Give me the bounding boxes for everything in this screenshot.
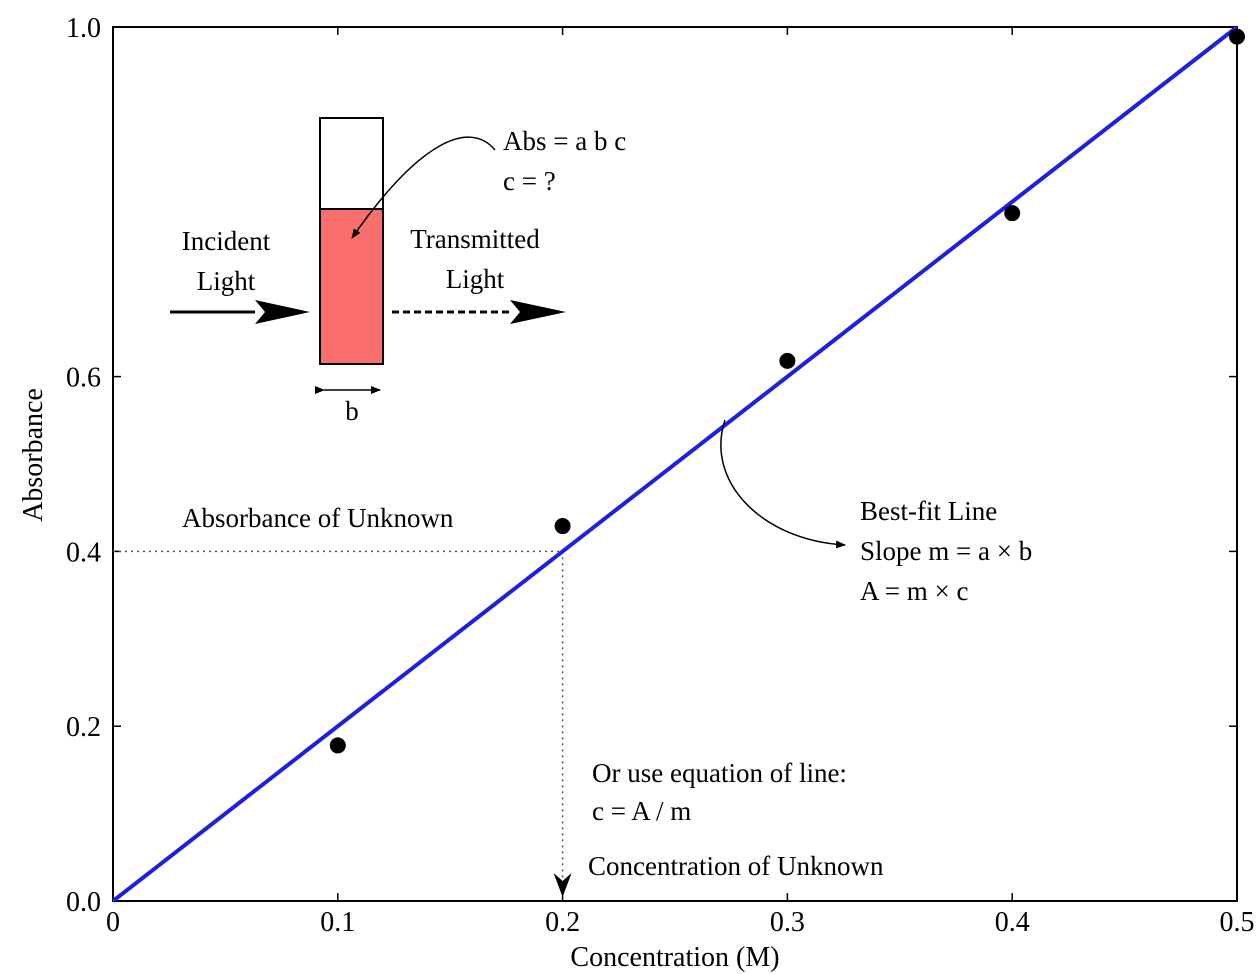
annotation: Abs = a b c bbox=[503, 126, 626, 156]
cuvette-solution bbox=[321, 209, 382, 363]
annotation: Concentration of Unknown bbox=[588, 851, 884, 881]
y-tick-label: 0.2 bbox=[66, 712, 101, 743]
x-tick-label: 0.1 bbox=[320, 907, 355, 938]
x-tick-label: 0.3 bbox=[770, 907, 805, 938]
annotation: b bbox=[345, 396, 359, 426]
guide-arrowhead bbox=[553, 873, 572, 897]
annotation: c = A / m bbox=[592, 796, 691, 826]
best-fit-line bbox=[111, 25, 1239, 903]
abs-arrow bbox=[351, 136, 496, 239]
x-axis-label: Concentration (M) bbox=[570, 942, 779, 973]
data-point bbox=[1229, 28, 1245, 45]
annotation: Or use equation of line: bbox=[592, 758, 847, 788]
data-point bbox=[329, 737, 346, 754]
y-tick-label: 0.0 bbox=[66, 887, 101, 918]
annotation: c = ? bbox=[503, 166, 556, 196]
annotation: Incident bbox=[182, 226, 271, 256]
y-tick-label: 0.6 bbox=[66, 363, 101, 394]
y-axis-label: Absorbance bbox=[18, 388, 49, 522]
annotation: Light bbox=[446, 264, 505, 294]
annotation: Slope m = a × b bbox=[860, 536, 1032, 566]
data-point bbox=[1004, 205, 1021, 222]
transmitted-arrowhead bbox=[510, 300, 566, 324]
x-tick-label: 0.2 bbox=[545, 907, 580, 938]
plot-frame bbox=[112, 26, 1238, 902]
incident-arrowhead bbox=[255, 300, 310, 324]
annotation: Transmitted bbox=[410, 224, 540, 254]
annotation: Best-fit Line bbox=[860, 496, 997, 526]
x-tick-label: 0 bbox=[106, 907, 120, 938]
x-tick-label: 0.5 bbox=[1220, 907, 1255, 938]
data-point bbox=[554, 518, 571, 535]
plot-area: 0.0 0.2 0.4 0.6 1.0 0 0.1 0.2 0.3 0.4 0.5 bbox=[66, 13, 1255, 938]
data-point bbox=[779, 352, 796, 369]
annotation: A = m × c bbox=[860, 576, 968, 606]
fit-arrow bbox=[720, 419, 846, 549]
y-tick-label: 1.0 bbox=[66, 13, 101, 44]
annotation: Light bbox=[197, 266, 256, 296]
annotation: Absorbance of Unknown bbox=[182, 503, 454, 533]
y-tick-label: 0.4 bbox=[66, 537, 101, 568]
x-tick-label: 0.4 bbox=[995, 907, 1030, 938]
